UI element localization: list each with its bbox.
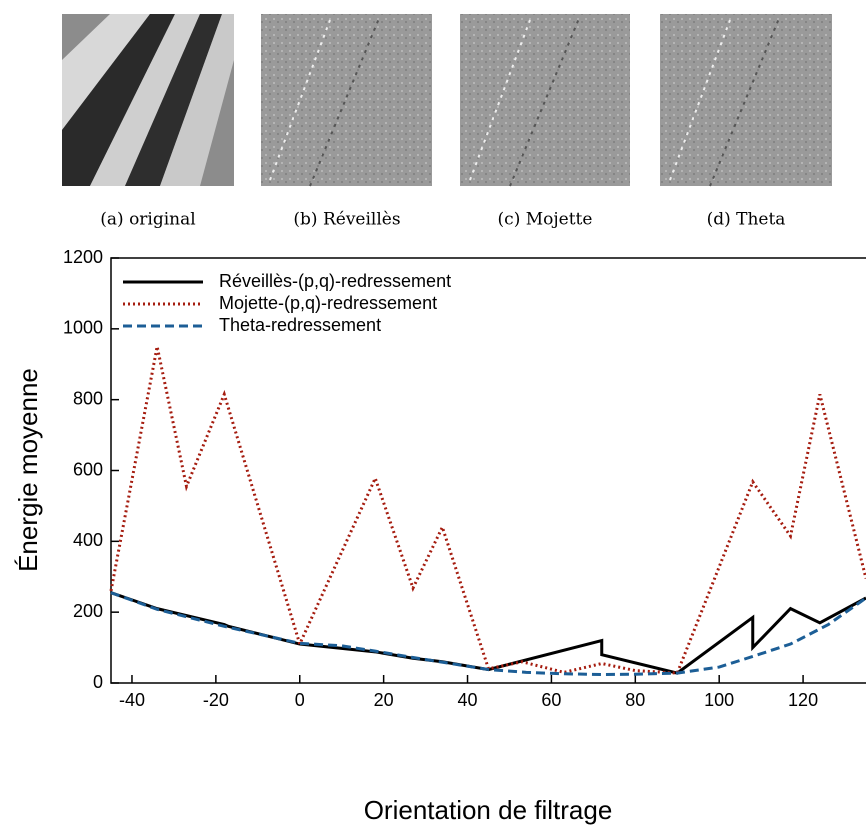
caption: (c) Mojette bbox=[498, 210, 593, 230]
image-reveilles bbox=[261, 14, 432, 187]
series-line bbox=[110, 591, 866, 677]
x-tick-label: 60 bbox=[541, 690, 561, 710]
legend-label: Theta-redressement bbox=[219, 315, 381, 335]
x-tick-label: -20 bbox=[203, 690, 229, 710]
x-tick-label: 80 bbox=[625, 690, 645, 710]
x-tick-label: 100 bbox=[704, 690, 734, 710]
image-theta bbox=[660, 14, 832, 187]
x-tick-label: 40 bbox=[458, 690, 478, 710]
caption: (b) Réveillès bbox=[293, 210, 400, 230]
y-tick-label: 0 bbox=[93, 672, 103, 692]
caption: (d) Theta bbox=[707, 210, 786, 230]
y-tick-label: 400 bbox=[73, 530, 103, 550]
series-line bbox=[110, 591, 866, 675]
x-tick-label: 20 bbox=[374, 690, 394, 710]
x-axis-label: Orientation de filtrage bbox=[364, 795, 613, 825]
legend-label: Réveillès-(p,q)-redressement bbox=[219, 271, 451, 291]
y-tick-label: 800 bbox=[73, 388, 103, 408]
x-tick-label: 0 bbox=[295, 690, 305, 710]
x-tick-label: -40 bbox=[119, 690, 145, 710]
y-tick-label: 200 bbox=[73, 601, 103, 621]
caption: (a) original bbox=[100, 210, 195, 230]
y-axis-label: Énergie moyenne bbox=[13, 368, 43, 572]
y-tick-label: 1000 bbox=[63, 318, 103, 338]
y-tick-label: 600 bbox=[73, 459, 103, 479]
image-mojette bbox=[460, 14, 630, 187]
y-tick-label: 1200 bbox=[63, 247, 103, 267]
series-line bbox=[109, 346, 866, 675]
x-tick-label: 120 bbox=[788, 690, 818, 710]
legend-label: Mojette-(p,q)-redressement bbox=[219, 293, 437, 313]
image-original bbox=[62, 14, 234, 186]
